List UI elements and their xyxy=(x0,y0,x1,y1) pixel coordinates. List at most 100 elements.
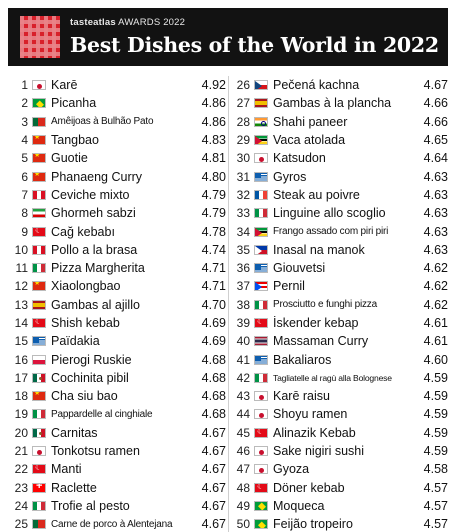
rank-number: 15 xyxy=(14,334,28,349)
dish-score: 4.59 xyxy=(423,370,448,385)
rank-number: 6 xyxy=(21,169,28,184)
dish-name: Moqueca xyxy=(273,498,325,513)
dish-score: 4.92 xyxy=(201,78,226,93)
dish-name: Gyros xyxy=(273,169,307,184)
dish-name: Païdakia xyxy=(51,334,100,349)
rank-number: 8 xyxy=(21,206,28,221)
list-item: 9 Cağ kebabı 4.78 xyxy=(8,222,226,240)
rank-number: 31 xyxy=(236,169,250,184)
dish-score: 4.63 xyxy=(423,242,448,257)
rank-number: 44 xyxy=(236,407,250,422)
rank-number: 32 xyxy=(236,187,250,202)
list-item: 42 Tagliatelle al ragù alla Bolognese 4.59 xyxy=(230,369,448,387)
rank-number: 10 xyxy=(14,242,28,257)
flag-tr-icon xyxy=(32,226,46,237)
dish-name: Sake nigiri sushi xyxy=(273,444,365,459)
list-item: 2 Picanha 4.86 xyxy=(8,94,226,112)
flag-mz-icon xyxy=(254,226,268,237)
awards-label: AWARDS 2022 xyxy=(118,17,186,28)
flag-tr-icon xyxy=(254,427,268,438)
dish-score: 4.59 xyxy=(423,425,448,440)
dish-name: Shahi paneer xyxy=(273,114,348,129)
rank-number: 14 xyxy=(14,316,28,330)
dish-name: Cağ kebabı xyxy=(51,224,115,239)
list-item: 36 Giouvetsi 4.62 xyxy=(230,259,448,277)
dish-score: 4.83 xyxy=(201,133,226,148)
dish-score: 4.65 xyxy=(423,133,448,148)
rank-number: 7 xyxy=(21,187,28,202)
dish-score: 4.71 xyxy=(201,261,226,276)
rank-number: 27 xyxy=(236,96,250,111)
dish-score: 4.74 xyxy=(201,242,226,257)
flag-pe-icon xyxy=(32,189,46,200)
rank-number: 33 xyxy=(236,206,250,221)
dish-name: Pierogi Ruskie xyxy=(51,352,132,367)
rank-number: 18 xyxy=(14,389,28,404)
rank-number: 1 xyxy=(21,78,28,93)
dish-name: Tangbao xyxy=(51,133,99,148)
flag-th-icon xyxy=(254,336,268,347)
list-item: 40 Massaman Curry 4.61 xyxy=(230,332,448,350)
rank-number: 24 xyxy=(14,498,28,513)
dish-name: Frango assado com piri piri xyxy=(273,226,389,238)
rank-number: 39 xyxy=(236,316,250,330)
dish-name: Karē xyxy=(51,78,78,93)
list-item: 12 Xiaolongbao 4.71 xyxy=(8,277,226,295)
list-item: 49 Moqueca 4.57 xyxy=(230,497,448,515)
brand-name: tasteatlas xyxy=(70,17,116,28)
rank-number: 35 xyxy=(236,242,250,257)
list-item: 27 Gambas à la plancha 4.66 xyxy=(230,94,448,112)
brand-line: tasteatlas AWARDS 2022 xyxy=(70,17,185,28)
list-item: 15 Païdakia 4.69 xyxy=(8,332,226,350)
flag-es-icon xyxy=(32,299,46,310)
dish-score: 4.67 xyxy=(201,517,226,532)
dish-name: Shoyu ramen xyxy=(273,407,348,422)
dish-name: Tonkotsu ramen xyxy=(51,444,140,459)
rank-number: 25 xyxy=(14,517,28,532)
list-item: 1 Karē 4.92 xyxy=(8,76,226,94)
list-item: 4 Tangbao 4.83 xyxy=(8,131,226,149)
list-item: 43 Karē raisu 4.59 xyxy=(230,387,448,405)
rank-number: 49 xyxy=(236,498,250,513)
list-item: 38 Prosciutto e funghi pizza 4.62 xyxy=(230,296,448,314)
rank-number: 16 xyxy=(14,352,28,367)
flag-pt-icon xyxy=(32,519,46,530)
dish-name: Steak au poivre xyxy=(273,187,360,202)
rank-number: 4 xyxy=(21,133,28,148)
dish-name: Cha siu bao xyxy=(51,389,118,404)
dish-name: Raclette xyxy=(51,480,97,495)
list-item: 31 Gyros 4.63 xyxy=(230,167,448,185)
page-title: Best Dishes of the World in 2022 xyxy=(70,33,439,57)
dish-name: Döner kebab xyxy=(273,480,345,495)
flag-gr-icon xyxy=(254,354,268,365)
rank-number: 20 xyxy=(14,425,28,440)
flag-pe-icon xyxy=(32,244,46,255)
dish-score: 4.57 xyxy=(423,517,448,532)
dish-name: Gyoza xyxy=(273,462,310,477)
dish-name: Gambas al ajillo xyxy=(51,297,140,312)
rank-number: 21 xyxy=(14,444,28,459)
rank-number: 23 xyxy=(14,480,28,495)
flag-gr-icon xyxy=(254,171,268,182)
list-item: 3 Amêijoas à Bulhão Pato 4.86 xyxy=(8,113,226,131)
rank-number: 38 xyxy=(236,297,250,312)
dish-score: 4.66 xyxy=(423,114,448,129)
dish-score: 4.79 xyxy=(201,206,226,221)
rank-number: 26 xyxy=(236,78,250,93)
dish-name: Pizza Margherita xyxy=(51,261,145,276)
list-item: 29 Vaca atolada 4.65 xyxy=(230,131,448,149)
dish-score: 4.59 xyxy=(423,389,448,404)
list-item: 11 Pizza Margherita 4.71 xyxy=(8,259,226,277)
rank-number: 30 xyxy=(236,151,250,166)
dish-name: Shish kebab xyxy=(51,316,120,330)
list-item: 32 Steak au poivre 4.63 xyxy=(230,186,448,204)
list-item: 44 Shoyu ramen 4.59 xyxy=(230,405,448,423)
rank-number: 28 xyxy=(236,114,250,129)
list-item: 47 Gyoza 4.58 xyxy=(230,460,448,478)
dish-name: Carne de porco à Alentejana xyxy=(51,518,173,530)
flag-tr-icon xyxy=(32,318,46,328)
dish-score: 4.68 xyxy=(201,352,226,367)
list-item: 34 Frango assado com piri piri 4.63 xyxy=(230,222,448,240)
flag-gr-icon xyxy=(254,263,268,274)
dish-name: Amêijoas à Bulhão Pato xyxy=(51,116,154,128)
